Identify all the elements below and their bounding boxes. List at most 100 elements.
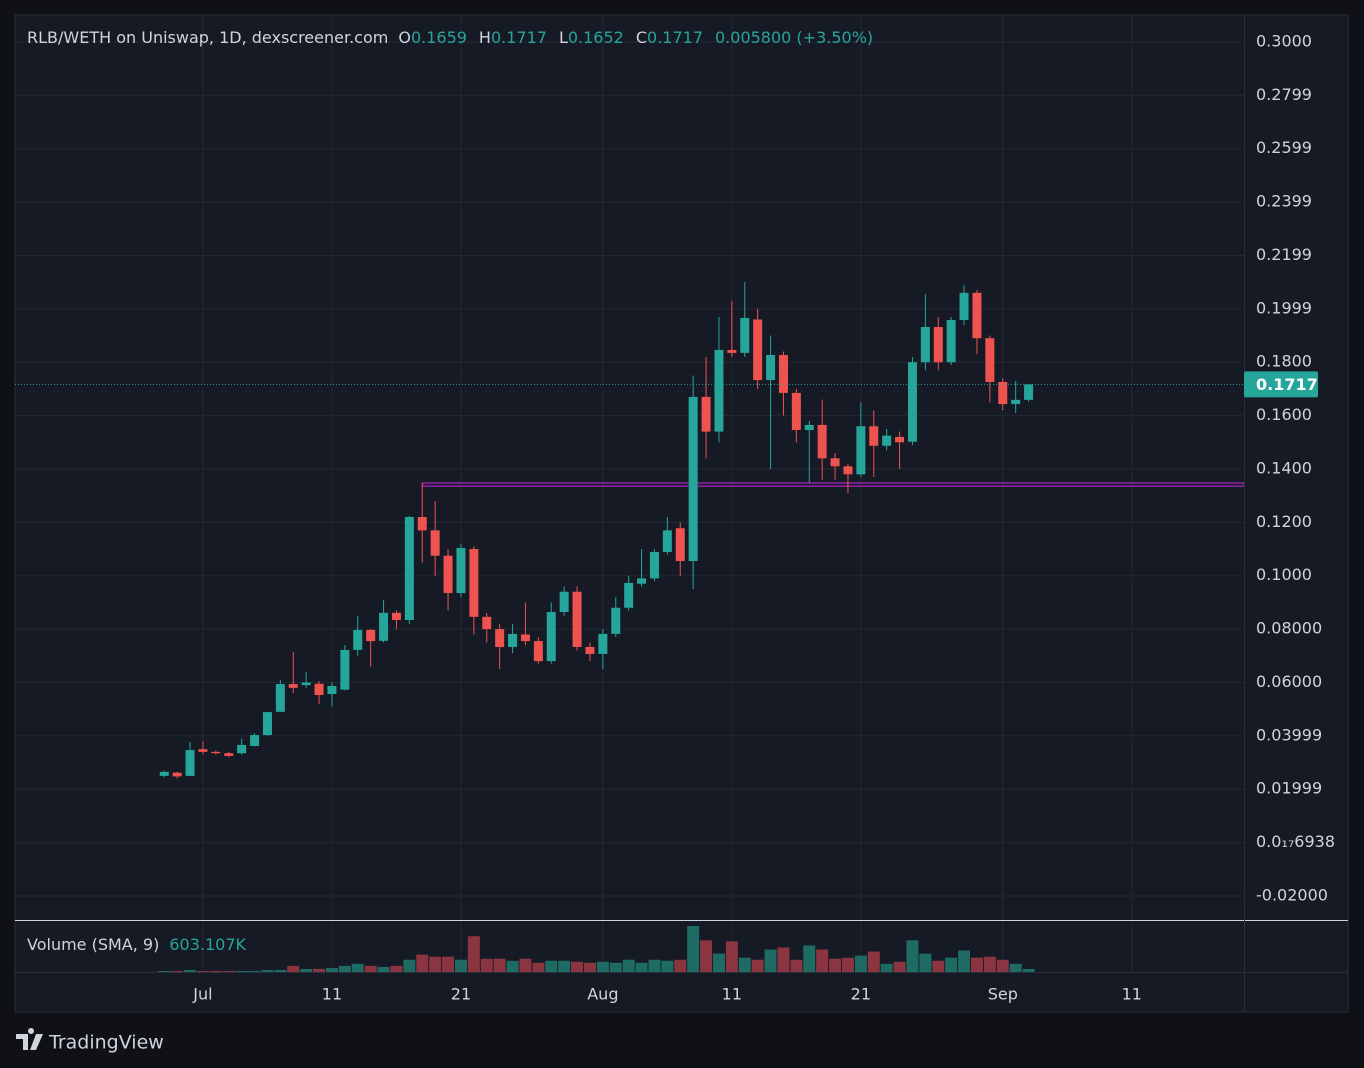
candle-body	[185, 749, 195, 776]
last-price-label: 0.1717	[1256, 375, 1318, 394]
volume-bar	[983, 956, 996, 972]
volume-bar	[287, 965, 300, 972]
volume-bar	[687, 926, 700, 972]
candle-body	[430, 530, 440, 556]
candle-body	[598, 633, 608, 654]
volume-bar	[725, 941, 738, 972]
y-tick-label: 0.06000	[1256, 672, 1322, 691]
last-price-box	[1244, 371, 1318, 398]
volume-bar	[867, 951, 880, 972]
volume-bar	[184, 969, 197, 972]
candle-body	[366, 629, 376, 642]
legend-value: 0.1652	[568, 28, 624, 47]
candle-body	[933, 326, 943, 363]
candle-body	[727, 349, 737, 353]
y-tick-label: 0.1999	[1256, 298, 1312, 317]
volume-bar	[648, 959, 661, 972]
volume-bar	[596, 961, 609, 972]
volume-bar	[609, 962, 622, 972]
candle-body	[637, 578, 647, 584]
candle-body	[404, 517, 414, 621]
candle-body	[791, 392, 801, 431]
candle-body	[817, 424, 827, 459]
volume-bar	[300, 968, 313, 972]
candle-body	[701, 396, 711, 432]
candle-body	[456, 547, 466, 594]
candle-body	[391, 612, 401, 621]
y-tick-label: 0.08000	[1256, 619, 1322, 638]
candle-body	[830, 458, 840, 467]
x-tick-label: 21	[451, 985, 471, 1004]
candle-body	[882, 435, 892, 446]
y-tick-label: 0.2599	[1256, 138, 1312, 157]
candle-body	[559, 591, 569, 613]
candle-body	[353, 629, 363, 650]
x-tick-label: 11	[322, 985, 342, 1004]
volume-bar	[712, 953, 725, 972]
y-tick-label: 0.2799	[1256, 85, 1312, 104]
candle-body	[314, 683, 324, 696]
candle-body	[250, 735, 260, 746]
legend-change: 0.005800 (+3.50%)	[715, 28, 873, 47]
y-tick-label: 0.3000	[1256, 31, 1312, 50]
volume-bar	[893, 961, 906, 972]
volume-bar	[661, 960, 674, 972]
candle-body	[508, 633, 518, 647]
x-tick-label: Jul	[192, 985, 212, 1004]
candle-body	[1011, 399, 1021, 405]
volume-bar	[403, 959, 416, 972]
x-tick-label: 11	[722, 985, 742, 1004]
volume-bar	[429, 956, 442, 972]
volume-bar	[558, 960, 571, 972]
volume-bar	[635, 962, 648, 972]
candle-body	[649, 551, 659, 579]
volume-bar	[945, 957, 958, 972]
candle-body	[766, 355, 776, 381]
candle-body	[495, 629, 505, 647]
y-tick-label: 0.01999	[1256, 779, 1322, 798]
candle-body	[288, 684, 298, 688]
volume-bar	[519, 958, 532, 972]
candle-body	[869, 426, 879, 446]
candle-body	[520, 634, 530, 642]
candle-body	[985, 338, 995, 382]
volume-bar	[364, 965, 377, 972]
volume-bar	[764, 949, 777, 972]
volume-bar	[1009, 963, 1022, 972]
volume-bar	[261, 969, 274, 972]
brand-logo: TradingView	[16, 1028, 164, 1054]
x-tick-label: Sep	[988, 985, 1018, 1004]
candle-body	[533, 641, 543, 662]
candle-body	[662, 530, 672, 552]
y-tick-label: 0.1400	[1256, 458, 1312, 477]
volume-bar	[248, 970, 261, 972]
volume-bar	[209, 970, 222, 972]
volume-bar	[790, 959, 803, 972]
legend-value: 0.1717	[647, 28, 703, 47]
volume-bar	[171, 970, 184, 972]
legend-key: C	[636, 28, 647, 47]
volume-bar	[313, 968, 326, 972]
volume-bar	[235, 970, 248, 972]
candle-body	[907, 362, 917, 442]
chart-title: RLB/WETH on Uniswap, 1D, dexscreener.com	[27, 28, 388, 47]
legend-key: L	[559, 28, 568, 47]
volume-bar	[583, 962, 596, 972]
candle-body	[843, 466, 853, 475]
volume-bar	[958, 950, 971, 972]
candle-body	[572, 591, 582, 647]
candle-body	[417, 517, 427, 531]
volume-bar	[829, 958, 842, 972]
legend-key: H	[479, 28, 491, 47]
volume-bar	[777, 947, 790, 972]
volume-bar	[196, 970, 209, 972]
candle-body	[946, 320, 956, 363]
candle-body	[469, 549, 479, 617]
volume-bar	[841, 957, 854, 972]
candle-body	[753, 319, 763, 381]
candle-body	[740, 317, 750, 353]
candle-body	[327, 685, 337, 694]
volume-bar	[454, 959, 467, 972]
volume-bar	[506, 960, 519, 972]
